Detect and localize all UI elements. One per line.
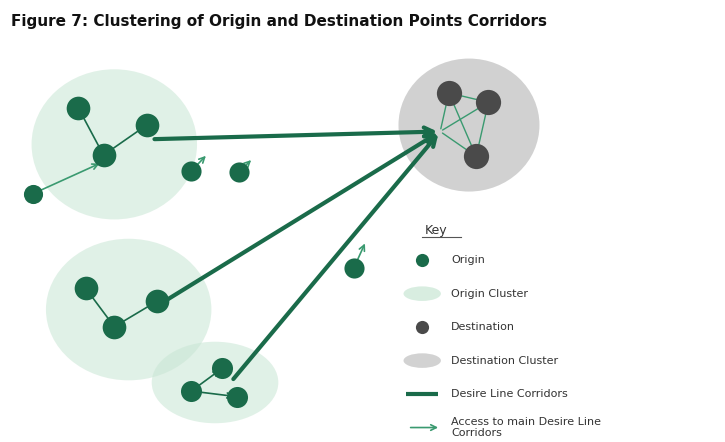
Text: Origin: Origin bbox=[451, 255, 485, 265]
Point bbox=[109, 323, 120, 330]
Ellipse shape bbox=[152, 342, 278, 423]
Point bbox=[152, 297, 163, 305]
Text: Origin Cluster: Origin Cluster bbox=[451, 289, 528, 299]
Ellipse shape bbox=[404, 286, 441, 301]
Point bbox=[443, 89, 455, 96]
Ellipse shape bbox=[32, 69, 197, 219]
Ellipse shape bbox=[46, 239, 212, 380]
Point bbox=[231, 393, 242, 400]
Point bbox=[416, 324, 428, 331]
Point bbox=[483, 99, 494, 106]
Text: Key: Key bbox=[425, 224, 448, 236]
Text: Destination Cluster: Destination Cluster bbox=[451, 356, 558, 366]
Point bbox=[98, 152, 109, 159]
Ellipse shape bbox=[404, 353, 441, 368]
Text: Figure 7: Clustering of Origin and Destination Points Corridors: Figure 7: Clustering of Origin and Desti… bbox=[12, 14, 547, 28]
Point bbox=[141, 122, 152, 129]
Ellipse shape bbox=[399, 58, 539, 191]
Point bbox=[471, 153, 482, 160]
Point bbox=[233, 169, 244, 176]
Point bbox=[72, 104, 84, 111]
Point bbox=[416, 257, 428, 264]
Point bbox=[80, 285, 91, 292]
Point bbox=[186, 388, 197, 395]
Text: Desire Line Corridors: Desire Line Corridors bbox=[451, 389, 568, 399]
Text: Destination: Destination bbox=[451, 322, 515, 332]
Text: Access to main Desire Line
Corridors: Access to main Desire Line Corridors bbox=[451, 417, 601, 438]
Point bbox=[216, 365, 228, 372]
Point bbox=[28, 190, 39, 197]
Point bbox=[348, 264, 360, 271]
Point bbox=[186, 168, 197, 175]
